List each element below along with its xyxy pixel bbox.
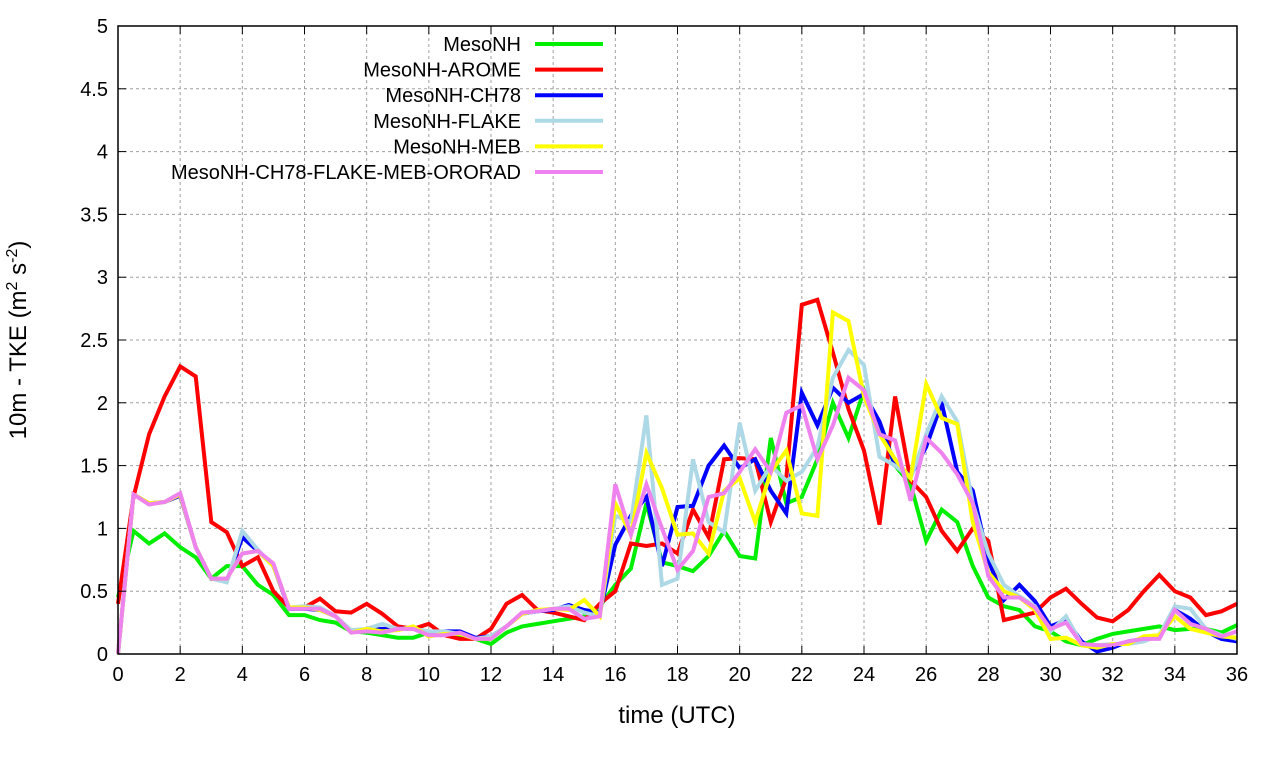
y-tick-label: 5 xyxy=(97,16,108,38)
series-line-mesonh-ch78-flake-meb-ororad xyxy=(116,374,1238,655)
x-tick-label: 14 xyxy=(542,664,564,686)
x-tick-label: 16 xyxy=(604,664,626,686)
x-tick-label: 36 xyxy=(1226,664,1248,686)
y-tick-label: 2.5 xyxy=(80,330,108,352)
x-tick-label: 4 xyxy=(237,664,248,686)
legend-label-mesonh-flake: MesoNH-FLAKE xyxy=(373,111,521,133)
y-tick-label: 4 xyxy=(97,142,108,164)
y-tick-label: 1 xyxy=(97,518,108,540)
y-tick-label: 2 xyxy=(97,393,108,415)
x-tick-label: 28 xyxy=(977,664,999,686)
legend-label-mesonh-ch78-flake-meb-ororad: MesoNH-CH78-FLAKE-MEB-ORORAD xyxy=(171,162,521,184)
x-tick-label: 0 xyxy=(112,664,123,686)
x-tick-label: 32 xyxy=(1102,664,1124,686)
y-tick-label: 0.5 xyxy=(80,581,108,603)
y-tick-label: 1.5 xyxy=(80,456,108,478)
series-lines xyxy=(116,297,1238,655)
legend-label-mesonh-arome: MesoNH-AROME xyxy=(363,60,521,82)
y-axis-label: 10m - TKE (m2 s-2) xyxy=(4,241,32,440)
legend-label-mesonh: MesoNH xyxy=(443,34,521,56)
x-tick-label: 6 xyxy=(299,664,310,686)
x-tick-label: 26 xyxy=(915,664,937,686)
y-tick-label: 4.5 xyxy=(80,79,108,101)
x-tick-label: 24 xyxy=(853,664,875,686)
axis-ticks: 0 2 4 6 8 10 12 14 16 18 20 22 24 26 28 30 32 34 3600.511.… xyxy=(80,16,1248,686)
x-tick-label: 2 xyxy=(175,664,186,686)
x-tick-label: 18 xyxy=(666,664,688,686)
y-tick-label: 3.5 xyxy=(80,204,108,226)
x-tick-label: 30 xyxy=(1039,664,1061,686)
x-tick-label: 10 xyxy=(418,664,440,686)
legend: MesoNH MesoNH-AROME MesoNH-CH78 MesoNH-FLAK… xyxy=(171,34,603,184)
x-axis-label: time (UTC) xyxy=(618,702,735,729)
grid-lines xyxy=(118,26,1237,654)
x-tick-label: 12 xyxy=(480,664,502,686)
y-tick-label: 3 xyxy=(97,267,108,289)
x-tick-label: 22 xyxy=(791,664,813,686)
x-tick-label: 34 xyxy=(1164,664,1186,686)
x-tick-label: 8 xyxy=(361,664,372,686)
legend-label-mesonh-meb: MesoNH-MEB xyxy=(393,136,521,158)
legend-label-mesonh-ch78: MesoNH-CH78 xyxy=(385,85,521,107)
x-tick-label: 20 xyxy=(729,664,751,686)
y-tick-label: 0 xyxy=(97,644,108,666)
